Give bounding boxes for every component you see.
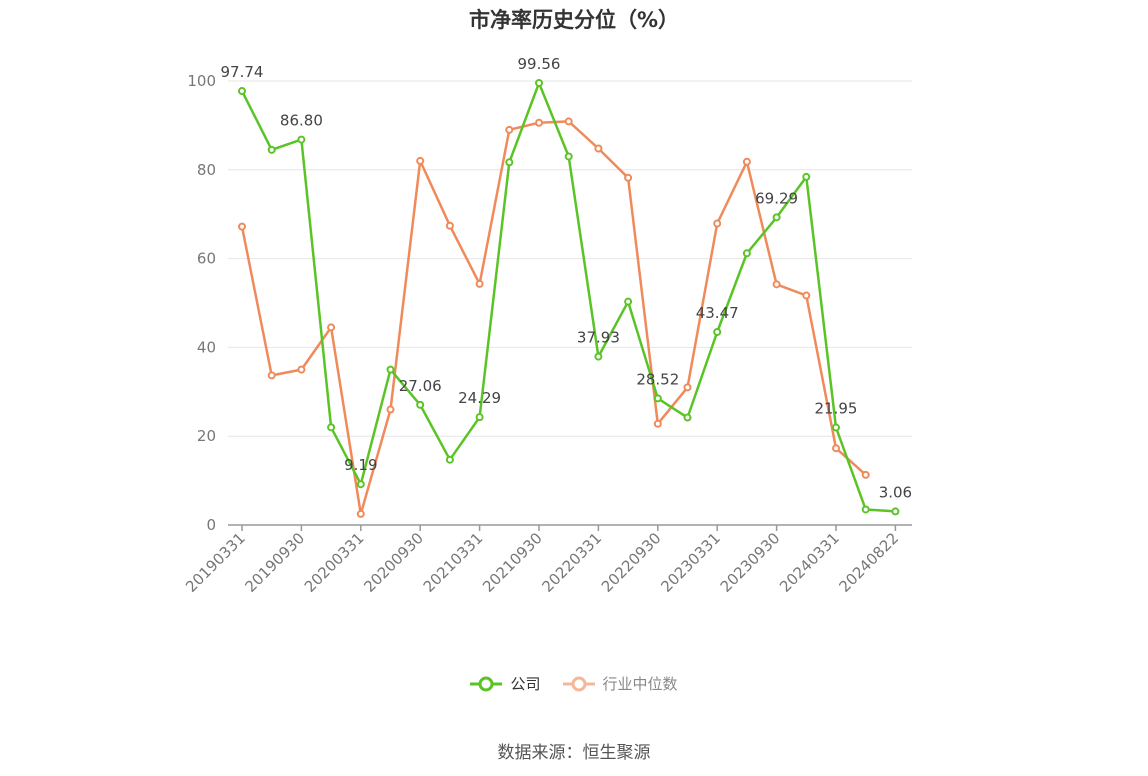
chart-title: 市净率历史分位（%） <box>468 8 680 32</box>
data-point-company <box>386 365 395 374</box>
legend-swatch-industry <box>562 676 595 691</box>
x-tick-label: 20190331 <box>182 529 249 596</box>
y-tick-label: 0 <box>206 516 216 534</box>
y-tick-label: 100 <box>187 72 216 90</box>
data-point-company <box>267 145 276 154</box>
legend-label-company: 公司 <box>510 675 541 693</box>
data-point-company <box>772 213 781 222</box>
data-point-industry <box>297 365 306 374</box>
x-tick-label: 20240822 <box>836 529 903 596</box>
legend: 公司 行业中位数 <box>0 673 1148 694</box>
data-point-company <box>594 352 603 361</box>
data-point-industry <box>327 323 336 332</box>
data-label: 97.74 <box>221 63 264 81</box>
data-point-industry <box>356 509 365 518</box>
source-note: 数据来源：恒生聚源 <box>497 743 651 763</box>
data-point-industry <box>861 470 870 479</box>
data-point-industry <box>445 221 454 230</box>
data-point-company <box>653 394 662 403</box>
data-point-company <box>327 423 336 432</box>
data-point-company <box>683 413 692 422</box>
x-tick-label: 20230331 <box>657 529 724 596</box>
data-label: 99.56 <box>518 55 561 73</box>
data-label: 43.47 <box>696 304 739 322</box>
data-point-industry <box>505 125 514 134</box>
data-point-industry <box>594 144 603 153</box>
legend-swatch-company <box>470 676 503 691</box>
data-point-industry <box>653 419 662 428</box>
data-point-industry <box>238 222 246 231</box>
x-tick-label: 20220331 <box>539 529 606 596</box>
x-tick-label: 20200331 <box>301 529 368 596</box>
x-tick-label: 20200930 <box>360 529 427 596</box>
data-point-company <box>505 158 514 167</box>
data-point-industry <box>624 173 633 182</box>
x-tick-label: 20220930 <box>598 529 665 596</box>
data-point-company <box>416 400 425 409</box>
legend-item-industry[interactable]: 行业中位数 <box>562 673 678 694</box>
data-label: 9.19 <box>344 456 377 474</box>
data-label: 3.06 <box>879 483 912 501</box>
data-point-industry <box>475 279 484 288</box>
data-label: 69.29 <box>755 189 798 207</box>
data-label: 21.95 <box>815 400 858 418</box>
x-tick-label: 20190930 <box>242 529 309 596</box>
data-point-company <box>535 78 543 87</box>
data-point-industry <box>535 118 543 127</box>
data-point-company <box>356 480 365 489</box>
data-point-industry <box>683 383 692 392</box>
data-point-company <box>624 297 633 306</box>
data-point-company <box>238 87 246 96</box>
legend-item-company[interactable]: 公司 <box>470 673 541 694</box>
data-point-company <box>742 249 751 258</box>
data-point-industry <box>713 219 722 228</box>
data-point-industry <box>802 291 811 300</box>
data-point-industry <box>772 280 781 289</box>
data-label: 37.93 <box>577 329 620 347</box>
data-label: 86.80 <box>280 112 323 130</box>
data-point-company <box>475 413 484 422</box>
data-point-company <box>802 172 811 181</box>
x-tick-label: 20230930 <box>717 529 784 596</box>
x-tick-label: 20210930 <box>479 529 546 596</box>
data-point-industry <box>742 157 751 166</box>
data-point-company <box>713 327 722 336</box>
data-point-industry <box>564 117 573 126</box>
series-line-industry <box>240 120 867 516</box>
y-tick-label: 20 <box>197 427 216 445</box>
data-point-industry <box>267 371 276 380</box>
data-label: 27.06 <box>399 377 442 395</box>
legend-label-industry: 行业中位数 <box>602 675 678 693</box>
series-line-company <box>240 81 896 513</box>
data-point-company <box>297 135 306 144</box>
data-point-industry <box>832 444 840 453</box>
data-point-industry <box>386 405 395 414</box>
data-label: 24.29 <box>458 389 501 407</box>
data-label: 28.52 <box>636 370 679 388</box>
data-point-company <box>861 505 870 514</box>
x-tick-label: 20240331 <box>776 529 843 596</box>
data-point-industry <box>416 156 425 165</box>
data-point-company <box>564 152 573 161</box>
data-point-company <box>445 455 454 464</box>
x-tick-label: 20210331 <box>420 529 487 596</box>
data-point-company <box>832 423 840 432</box>
y-tick-label: 80 <box>197 161 216 179</box>
data-point-company <box>891 507 900 516</box>
y-tick-label: 40 <box>197 338 216 356</box>
y-tick-label: 60 <box>197 250 216 268</box>
